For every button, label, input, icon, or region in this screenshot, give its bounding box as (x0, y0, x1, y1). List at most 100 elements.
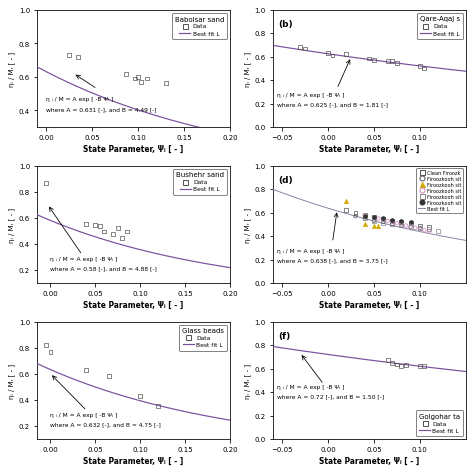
Point (42, 342, 50, 349)
Text: (d): (d) (278, 175, 293, 184)
Point (379, 219, 386, 226)
Text: where A = 0.72 [-], and B = 1.50 [-]: where A = 0.72 [-], and B = 1.50 [-] (277, 394, 384, 399)
Point (415, 225, 423, 232)
Point (154, 403, 162, 410)
Text: η ᵢ / M = A exp [ -B Ψᵢ ]: η ᵢ / M = A exp [ -B Ψᵢ ] (51, 256, 118, 262)
Y-axis label: ηᵢ / Mᵣ [ - ]: ηᵢ / Mᵣ [ - ] (244, 207, 250, 242)
Point (420, 362, 428, 369)
Point (136, 392, 144, 400)
Point (374, 222, 382, 230)
Point (96, 223, 104, 230)
Point (406, 223, 414, 231)
Text: η ᵢ / M = A exp [ -B Ψᵢ ]: η ᵢ / M = A exp [ -B Ψᵢ ] (46, 97, 114, 102)
Point (379, 220, 386, 228)
Point (360, 215, 368, 223)
Point (425, 228, 432, 236)
Point (105, 373, 113, 380)
Point (379, 216, 386, 224)
Point (82, 366, 90, 374)
Point (393, 220, 400, 228)
Text: η ᵢ / M = A exp [ -B Ψᵢ ]: η ᵢ / M = A exp [ -B Ψᵢ ] (277, 248, 344, 254)
Point (397, 221, 404, 228)
Point (434, 228, 441, 236)
Text: where A = 0.625 [-], and B = 1.81 [-]: where A = 0.625 [-], and B = 1.81 [-] (277, 103, 388, 108)
Point (388, 219, 395, 226)
Point (415, 225, 423, 232)
Point (91, 222, 99, 229)
Point (388, 221, 395, 228)
Text: where A = 0.638 [-], and B = 3.75 [-]: where A = 0.638 [-], and B = 3.75 [-] (277, 258, 387, 263)
Point (388, 58, 395, 66)
Point (369, 218, 377, 225)
Legend: Data, Best fit L: Data, Best fit L (171, 13, 227, 39)
Point (296, 44, 304, 52)
Point (109, 231, 117, 238)
Y-axis label: ηᵢ / Mᵣ [ - ]: ηᵢ / Mᵣ [ - ] (8, 52, 15, 87)
Point (360, 211, 368, 219)
Point (100, 228, 108, 236)
Point (351, 209, 359, 217)
Point (369, 218, 377, 225)
Legend: Data, Best fit L: Data, Best fit L (415, 410, 462, 436)
Point (65, 52, 73, 60)
Point (397, 222, 404, 230)
Point (328, 53, 336, 60)
Legend: Clean Firoozk, Firoozkooh sit, Firoozkooh sit, Firoozkooh sit, Firoozkooh sit, F: Clean Firoozk, Firoozkooh sit, Firoozkoo… (415, 169, 463, 214)
Point (415, 363, 423, 370)
Point (301, 45, 308, 53)
Point (388, 221, 395, 228)
Point (360, 211, 368, 219)
Point (143, 75, 151, 83)
X-axis label: State Parameter, Ψᵢ [ - ]: State Parameter, Ψᵢ [ - ] (319, 300, 419, 309)
Point (369, 57, 377, 65)
Text: where A = 0.58 [-], and B = 4.88 [-]: where A = 0.58 [-], and B = 4.88 [-] (51, 266, 157, 272)
Point (360, 221, 368, 228)
X-axis label: State Parameter, Ψᵢ [ - ]: State Parameter, Ψᵢ [ - ] (83, 300, 184, 309)
Text: η ᵢ / M = A exp [ -B Ψᵢ ]: η ᵢ / M = A exp [ -B Ψᵢ ] (277, 93, 344, 97)
Point (383, 58, 391, 65)
Y-axis label: ηᵢ / Mᵣ [ - ]: ηᵢ / Mᵣ [ - ] (244, 363, 250, 398)
Point (360, 213, 368, 220)
Point (369, 214, 377, 221)
Point (114, 224, 122, 232)
Point (420, 65, 428, 73)
Point (415, 222, 423, 230)
Point (383, 357, 391, 364)
Point (122, 71, 130, 79)
Point (397, 219, 404, 226)
Text: η ᵢ / M = A exp [ -B Ψᵢ ]: η ᵢ / M = A exp [ -B Ψᵢ ] (277, 384, 344, 389)
Point (342, 198, 350, 205)
Point (365, 55, 372, 63)
X-axis label: State Parameter, Ψᵢ [ - ]: State Parameter, Ψᵢ [ - ] (319, 145, 419, 154)
Legend: Data, Best fit L: Data, Best fit L (179, 325, 227, 351)
X-axis label: State Parameter, Ψᵢ [ - ]: State Parameter, Ψᵢ [ - ] (83, 456, 184, 465)
Point (420, 227, 428, 235)
Point (406, 223, 414, 231)
Point (379, 215, 386, 223)
Point (411, 225, 418, 232)
Point (134, 74, 141, 81)
Point (137, 79, 144, 86)
Point (402, 222, 409, 230)
Y-axis label: ηᵢ / Mᵣ [ - ]: ηᵢ / Mᵣ [ - ] (244, 52, 250, 87)
Y-axis label: ηᵢ / Mᵣ [ - ]: ηᵢ / Mᵣ [ - ] (8, 363, 15, 398)
Point (342, 207, 350, 214)
Text: (b): (b) (278, 20, 293, 29)
Point (369, 214, 377, 221)
X-axis label: State Parameter, Ψᵢ [ - ]: State Parameter, Ψᵢ [ - ] (83, 145, 184, 154)
Point (388, 216, 395, 224)
Point (123, 228, 131, 236)
Point (74, 53, 82, 61)
Point (406, 220, 414, 228)
Point (397, 222, 404, 230)
Point (397, 362, 404, 369)
Point (415, 63, 423, 70)
Point (324, 50, 331, 57)
Point (406, 219, 414, 226)
Point (131, 75, 139, 83)
Point (369, 214, 377, 221)
Point (388, 218, 395, 225)
Point (369, 222, 377, 230)
Point (383, 218, 391, 225)
Point (342, 51, 350, 59)
